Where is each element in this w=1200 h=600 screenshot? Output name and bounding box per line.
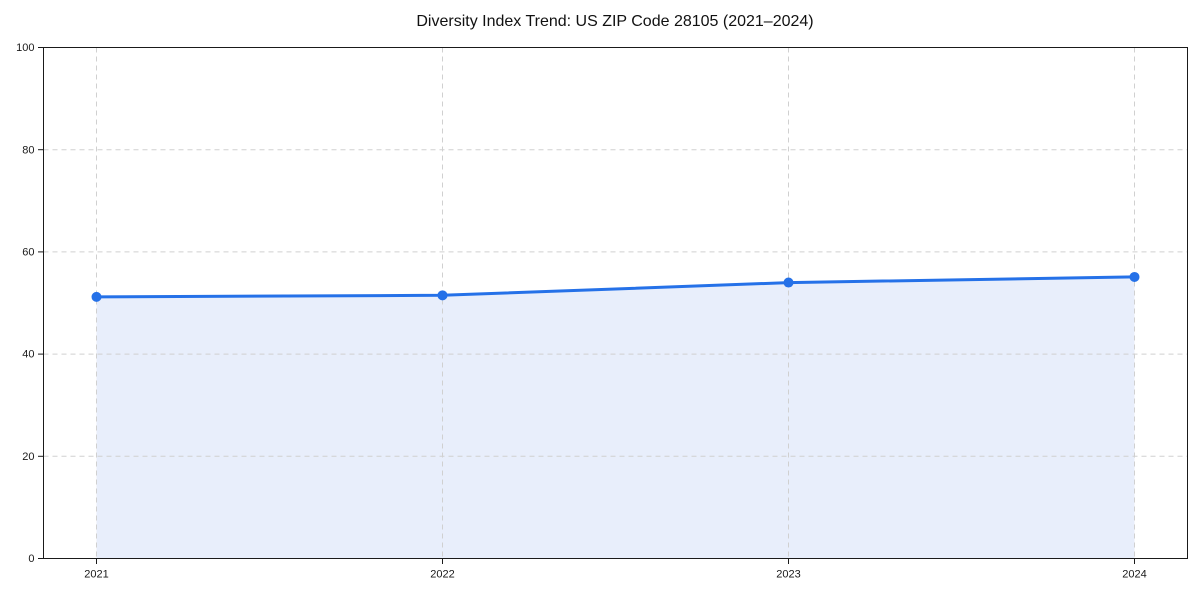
axis-tick-labels: 0 20 40 60 80 100 2021 2022 2023 2024 <box>16 42 1147 580</box>
x-tick-label-2024: 2024 <box>1122 569 1146 581</box>
plot-border <box>43 47 1188 559</box>
chart-title: Diversity Index Trend: US ZIP Code 28105… <box>416 13 814 30</box>
y-tick-label-100: 100 <box>16 42 34 54</box>
axis-ticks <box>38 47 1135 564</box>
y-tick-label-80: 80 <box>22 144 34 156</box>
area-fill <box>96 276 1135 559</box>
x-tick-label-2022: 2022 <box>430 569 454 581</box>
x-tick-label-2023: 2023 <box>776 569 800 581</box>
data-point-2023 <box>783 277 794 288</box>
x-tick-label-2021: 2021 <box>84 569 108 581</box>
y-tick-label-40: 40 <box>22 349 34 361</box>
data-points <box>91 271 1140 302</box>
y-tick-label-20: 20 <box>22 451 34 463</box>
y-tick-label-0: 0 <box>28 553 34 565</box>
gridlines <box>43 47 1188 559</box>
data-point-2022 <box>437 290 448 301</box>
data-point-2024 <box>1129 271 1140 282</box>
data-point-2021 <box>91 291 102 302</box>
trend-line <box>95 275 1136 299</box>
y-tick-label-60: 60 <box>22 247 34 259</box>
